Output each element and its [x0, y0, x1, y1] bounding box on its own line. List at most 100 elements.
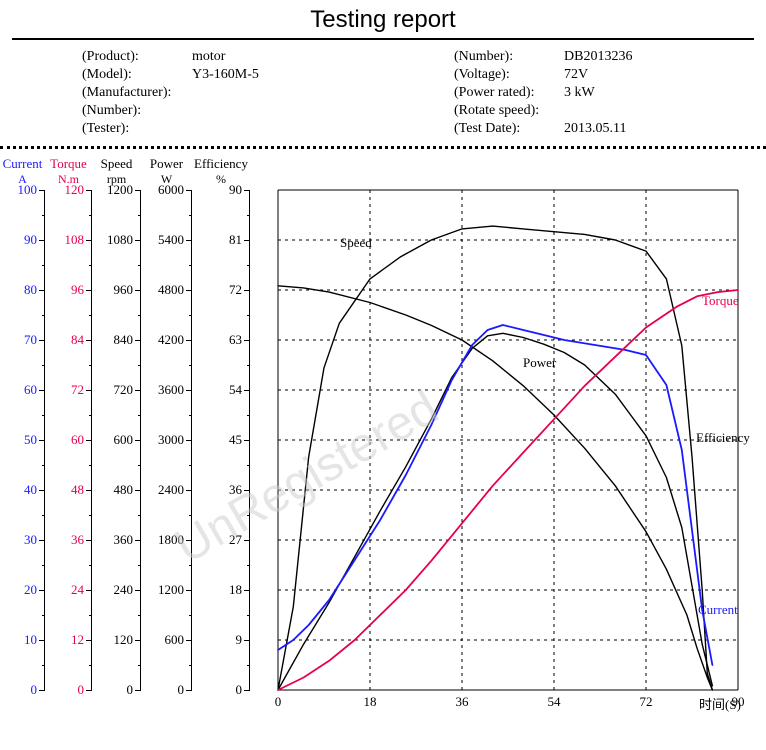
- axis-name: Speed: [92, 156, 141, 172]
- tick-mark-minor: [138, 265, 141, 266]
- tick-mark-minor: [89, 215, 92, 216]
- tick-mark-minor: [42, 665, 45, 666]
- tick-mark-minor: [89, 665, 92, 666]
- meta-right-col: (Number):DB2013236(Voltage):72V(Power ra…: [454, 48, 754, 138]
- tick-mark-minor: [42, 215, 45, 216]
- curve-label-speed: Speed: [340, 235, 372, 251]
- meta-key: (Test Date):: [454, 120, 564, 138]
- x-tick-label: 54: [548, 694, 561, 710]
- tick-mark-minor: [189, 565, 192, 566]
- tick-label: 40: [24, 482, 37, 498]
- tick-mark: [244, 440, 250, 441]
- tick-mark-minor: [189, 665, 192, 666]
- tick-mark: [135, 240, 141, 241]
- tick-label: 0: [78, 682, 85, 698]
- tick-label: 72: [229, 282, 242, 298]
- tick-label: 9: [236, 632, 243, 648]
- tick-mark-minor: [247, 465, 250, 466]
- tick-mark: [244, 690, 250, 691]
- tick-mark: [86, 540, 92, 541]
- tick-label: 600: [165, 632, 185, 648]
- meta-key: (Manufacturer):: [82, 84, 192, 102]
- tick-mark-minor: [89, 265, 92, 266]
- tick-mark: [186, 440, 192, 441]
- tick-mark: [135, 190, 141, 191]
- tick-label: 720: [114, 382, 134, 398]
- tick-label: 1080: [107, 232, 133, 248]
- tick-mark: [244, 290, 250, 291]
- axis-name: Current: [0, 156, 45, 172]
- meta-val: Y3-160M-5: [192, 66, 454, 84]
- curve-current: [278, 325, 712, 665]
- tick-mark: [39, 640, 45, 641]
- tick-mark: [135, 590, 141, 591]
- tick-mark: [186, 240, 192, 241]
- tick-mark: [135, 440, 141, 441]
- meta-row: (Product):motor: [82, 48, 454, 66]
- tick-mark: [86, 490, 92, 491]
- tick-mark-minor: [89, 465, 92, 466]
- tick-mark-minor: [189, 365, 192, 366]
- meta-val: 72V: [564, 66, 754, 84]
- tick-mark: [86, 640, 92, 641]
- meta-val: 3 kW: [564, 84, 754, 102]
- tick-mark-minor: [247, 665, 250, 666]
- tick-mark-minor: [89, 565, 92, 566]
- tick-mark: [186, 640, 192, 641]
- curve-label-power: Power: [523, 355, 556, 371]
- meta-key: (Voltage):: [454, 66, 564, 84]
- tick-mark: [39, 440, 45, 441]
- tick-mark-minor: [89, 365, 92, 366]
- tick-label: 4800: [158, 282, 184, 298]
- meta-block: (Product):motor(Model):Y3-160M-5(Manufac…: [12, 44, 754, 146]
- tick-mark: [86, 240, 92, 241]
- curve-label-current: Current: [698, 602, 738, 618]
- tick-mark: [135, 340, 141, 341]
- chart-area: SpeedEfficiencyPowerCurrentTorque: [278, 190, 738, 690]
- meta-key: (Number):: [82, 102, 192, 120]
- tick-mark: [86, 590, 92, 591]
- y-axis-efficiency: 90817263544536271890: [244, 190, 250, 690]
- y-axis-torque: 12010896847260483624120: [86, 190, 92, 690]
- meta-val: 2013.05.11: [564, 120, 754, 138]
- tick-mark-minor: [89, 615, 92, 616]
- tick-mark: [39, 340, 45, 341]
- tick-label: 72: [71, 382, 84, 398]
- meta-left-col: (Product):motor(Model):Y3-160M-5(Manufac…: [82, 48, 454, 138]
- tick-label: 36: [229, 482, 242, 498]
- chart-svg: [278, 190, 738, 690]
- tick-mark-minor: [89, 515, 92, 516]
- tick-mark: [135, 690, 141, 691]
- curve-label-efficiency: Efficiency: [696, 430, 750, 446]
- tick-label: 81: [229, 232, 242, 248]
- tick-mark-minor: [42, 615, 45, 616]
- tick-mark: [244, 390, 250, 391]
- tick-mark-minor: [189, 515, 192, 516]
- tick-label: 1200: [107, 182, 133, 198]
- tick-mark-minor: [138, 215, 141, 216]
- tick-mark: [186, 390, 192, 391]
- tick-label: 36: [71, 532, 84, 548]
- tick-mark-minor: [247, 265, 250, 266]
- curve-speed: [278, 286, 712, 690]
- tick-mark-minor: [247, 615, 250, 616]
- meta-row: (Number):DB2013236: [454, 48, 754, 66]
- meta-row: (Model):Y3-160M-5: [82, 66, 454, 84]
- tick-label: 54: [229, 382, 242, 398]
- tick-mark: [39, 390, 45, 391]
- tick-label: 60: [24, 382, 37, 398]
- tick-label: 0: [31, 682, 38, 698]
- tick-mark: [39, 490, 45, 491]
- meta-row: (Test Date):2013.05.11: [454, 120, 754, 138]
- tick-label: 100: [18, 182, 38, 198]
- tick-label: 90: [24, 232, 37, 248]
- tick-mark: [39, 290, 45, 291]
- tick-mark: [244, 640, 250, 641]
- dotted-rule: [0, 146, 766, 149]
- tick-mark: [86, 390, 92, 391]
- tick-mark: [39, 240, 45, 241]
- report-title: Testing report: [0, 0, 766, 38]
- tick-label: 108: [65, 232, 85, 248]
- tick-mark: [39, 540, 45, 541]
- tick-mark: [86, 190, 92, 191]
